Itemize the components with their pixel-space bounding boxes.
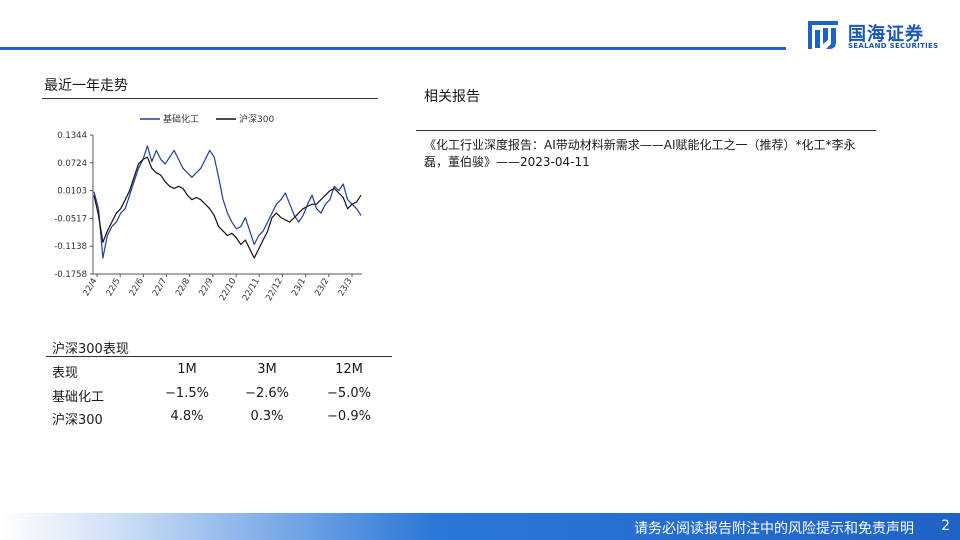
page-number: 2	[941, 518, 950, 534]
x-tick-label: 23/1	[290, 277, 308, 299]
sealand-logo-icon	[808, 21, 838, 49]
brand-name-cn: 国海证券	[848, 24, 924, 45]
header-rule	[0, 47, 786, 50]
y-tick-label: 0.1344	[57, 131, 87, 141]
performance-rule	[46, 356, 392, 357]
table-cell: 0.3%	[250, 409, 284, 424]
header-cell: 12M	[335, 362, 363, 377]
series-line	[93, 145, 362, 259]
x-tick-label: 23/2	[313, 277, 331, 299]
y-tick-label: -0.0517	[54, 214, 87, 224]
y-tick-label: 0.0724	[57, 159, 87, 169]
legend-label: 基础化工	[163, 113, 199, 125]
x-tick-label: 22/7	[151, 277, 169, 299]
trend-chart-svg: 0.1344 0.0724 0.0103 -0.0517 -0.1138 -0.1758 2…	[54, 113, 362, 303]
trend-title: 最近一年走势	[44, 78, 128, 94]
x-tick-label: 22/6	[128, 277, 146, 299]
x-tick-label: 23/3	[336, 277, 354, 299]
x-tick-label: 22/10	[218, 277, 239, 303]
trend-title-rule	[42, 98, 378, 99]
y-tick-label: -0.1758	[54, 270, 87, 280]
header-cell: 表现	[52, 366, 79, 381]
y-tick-label: 0.0103	[57, 187, 87, 197]
row-label: 基础化工	[52, 390, 105, 405]
x-tick-label: 22/11	[241, 277, 262, 303]
related-report-link[interactable]: 《化工行业深度报告：AI带动材料新需求——AI赋能化工之一（推荐）*化工*李永磊…	[424, 138, 856, 169]
y-tick-label: -0.1138	[54, 242, 87, 252]
series-line	[93, 156, 362, 259]
table-cell: −5.0%	[327, 386, 371, 401]
x-tick-label: 22/12	[264, 277, 285, 303]
header-cell: 3M	[257, 362, 277, 377]
related-reports-rule	[416, 130, 876, 131]
trend-chart: 0.1344 0.0724 0.0103 -0.0517 -0.1138 -0.1758 2…	[40, 104, 380, 324]
brand-name-en: SEALAND SECURITIES	[848, 42, 939, 50]
related-reports-title: 相关报告	[424, 89, 480, 105]
table-row: 基础化工 −1.5% −2.6% −5.0%	[46, 386, 392, 406]
header-cell: 1M	[177, 362, 197, 377]
footer-disclaimer: 请务必阅读报告附注中的风险提示和免责声明	[634, 521, 914, 537]
brand-logo: 国海证券 SEALAND SECURITIES	[806, 18, 946, 56]
row-label: 沪深300	[52, 413, 103, 428]
table-cell: −0.9%	[327, 409, 371, 424]
x-tick-label: 22/9	[197, 277, 215, 299]
performance-title: 沪深300表现	[52, 342, 129, 357]
table-cell: −2.6%	[245, 386, 289, 401]
table-row: 沪深300 4.8% 0.3% −0.9%	[46, 409, 392, 429]
x-tick-label: 22/8	[174, 277, 192, 299]
x-tick-label: 22/5	[105, 277, 123, 299]
table-cell: −1.5%	[165, 386, 209, 401]
table-header-row: 表现 1M 3M 12M	[46, 362, 392, 382]
table-cell: 4.8%	[170, 409, 204, 424]
footer-bar: 请务必阅读报告附注中的风险提示和免责声明 2	[0, 513, 960, 540]
legend-label: 沪深300	[239, 113, 274, 125]
